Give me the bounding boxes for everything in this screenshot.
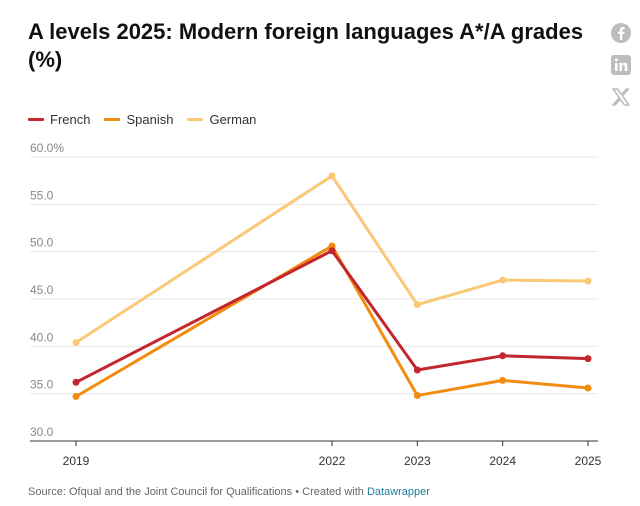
data-point-german [499, 276, 507, 284]
y-tick-label: 45.0 [30, 283, 54, 297]
series-line-spanish [74, 244, 590, 399]
y-tick-label: 40.0 [30, 330, 54, 344]
created-with-text: Created with [302, 486, 367, 498]
data-point-french [584, 355, 592, 363]
x-tick-label: 2022 [319, 454, 346, 468]
line-chart: 30.0 35.0 40.0 45.0 50.0 55.0 60.0% 2019 2022 202… [30, 141, 602, 468]
footer-separator: • [292, 486, 303, 498]
legend-label-spanish: Spanish [126, 112, 174, 127]
datawrapper-link[interactable]: Datawrapper [366, 486, 430, 498]
x-tick-label: 2019 [63, 454, 90, 468]
x-tick-label: 2024 [489, 454, 516, 468]
data-point-german [72, 339, 80, 347]
data-point-german [584, 277, 592, 285]
legend-label-french: French [50, 112, 91, 127]
data-point-spanish [72, 393, 80, 401]
y-tick-label: 60.0% [30, 141, 64, 155]
linkedin-icon[interactable] [610, 54, 632, 76]
data-point-french [413, 366, 421, 374]
x-icon[interactable] [610, 86, 632, 108]
chart-footer: Source: Ofqual and the Joint Council for… [28, 486, 430, 498]
data-point-french [72, 378, 80, 386]
share-buttons [610, 22, 636, 118]
data-point-spanish [413, 392, 421, 400]
y-tick-label: 30.0 [30, 425, 54, 439]
y-tick-label: 35.0 [30, 378, 54, 392]
chart-title: A levels 2025: Modern foreign languages … [28, 19, 584, 72]
y-tick-label: 50.0 [30, 236, 54, 250]
data-point-german [328, 172, 336, 180]
data-point-french [328, 247, 336, 255]
legend-item-german: German [187, 112, 256, 127]
x-tick-label: 2025 [575, 454, 602, 468]
facebook-icon[interactable] [610, 22, 632, 44]
data-point-spanish [499, 376, 507, 384]
x-tick-label: 2023 [404, 454, 431, 468]
legend-item-spanish: Spanish [104, 112, 173, 127]
legend-swatch-french [28, 118, 44, 121]
series-line-french [74, 249, 590, 384]
series-line-german [74, 174, 590, 345]
legend-item-french: French [28, 112, 90, 127]
data-point-german [413, 301, 421, 309]
chart-legend: French Spanish German [28, 112, 256, 127]
legend-swatch-spanish [104, 118, 121, 121]
data-point-spanish [584, 384, 592, 392]
data-point-french [499, 352, 507, 360]
legend-swatch-german [187, 118, 204, 121]
source-note: Source: Ofqual and the Joint Council for… [28, 486, 293, 498]
legend-label-german: German [209, 112, 257, 127]
y-tick-label: 55.0 [30, 188, 54, 202]
